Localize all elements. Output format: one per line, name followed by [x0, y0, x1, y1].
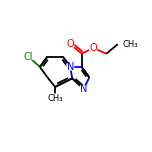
Text: CH₃: CH₃ [123, 40, 138, 49]
FancyBboxPatch shape [89, 44, 97, 52]
Text: O: O [66, 39, 74, 49]
Text: N: N [80, 84, 87, 94]
FancyBboxPatch shape [66, 63, 74, 71]
Text: CH₃: CH₃ [47, 94, 63, 103]
FancyBboxPatch shape [79, 85, 88, 92]
Text: N: N [67, 62, 74, 72]
FancyBboxPatch shape [23, 53, 34, 60]
Text: Cl: Cl [24, 52, 33, 62]
FancyBboxPatch shape [66, 41, 74, 48]
Text: O: O [89, 43, 97, 53]
